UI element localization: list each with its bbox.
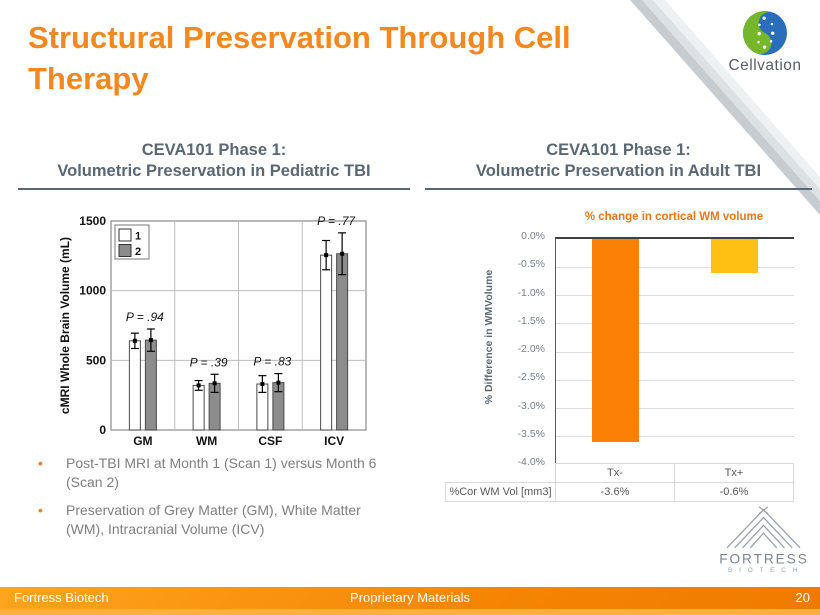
bullet-text: Preservation of Grey Matter (GM), White … <box>66 501 361 537</box>
legend-swatch-scan2 <box>118 244 132 257</box>
h-gridline <box>556 295 794 296</box>
slide-title: Structural Preservation Through Cell The… <box>28 18 678 100</box>
pediatric-x-tick-label: GM <box>133 434 152 448</box>
footer-bar: Fortress Biotech Proprietary Materials 2… <box>0 587 820 609</box>
bullet-item: • Preservation of Grey Matter (GM), Whit… <box>34 501 406 540</box>
adult-y-tick-label: -2.0% <box>517 343 545 355</box>
pediatric-x-tick-label: CSF <box>258 434 282 448</box>
bullet-list: • Post-TBI MRI at Month 1 (Scan 1) versu… <box>34 454 406 547</box>
bar-icv-scan1 <box>320 254 333 431</box>
p-value-label: P = .83 <box>253 355 291 369</box>
adult-y-tick-label: -1.0% <box>517 286 545 299</box>
bullet-dot: • <box>38 501 43 518</box>
adult-y-tick-label: -3.5% <box>517 427 545 440</box>
adult-tbi-bar-chart: % change in cortical WM volume % Differe… <box>445 208 813 508</box>
pediatric-x-tick-label: ICV <box>324 434 344 448</box>
footer-proprietary-label: Proprietary Materials <box>350 590 470 605</box>
bullet-dot: • <box>38 455 43 471</box>
mean-marker <box>260 382 265 387</box>
bar-gm-scan1 <box>128 340 141 431</box>
p-value-label: P = .77 <box>317 214 356 228</box>
legend-label-scan2: 2 <box>135 246 141 258</box>
mean-marker <box>276 380 281 385</box>
footer-page-number: 20 <box>795 590 810 605</box>
mean-marker <box>212 381 217 386</box>
bar-icv-scan2 <box>336 253 349 431</box>
h-gridline <box>556 351 794 353</box>
adult-y-tick-label: -2.5% <box>517 371 545 384</box>
h-gridline <box>556 408 794 409</box>
adult-y-tick-label: -3.0% <box>517 399 545 412</box>
pediatric-y-tick-label: 1500 <box>79 214 106 228</box>
pediatric-y-axis-label: cMRI Whole Brain Volume (mL) <box>58 237 72 414</box>
bar-wm-scan1 <box>192 384 205 431</box>
cellvation-logo-text: Cellvation <box>728 57 801 74</box>
slide-title-line2: Therapy <box>28 60 149 96</box>
mean-marker <box>132 338 137 343</box>
h-gridline <box>556 323 794 325</box>
pediatric-header-line1: CEVA101 Phase 1: <box>141 141 287 159</box>
h-gridline <box>556 379 794 381</box>
adult-table-header-cell: Tx+ <box>674 463 794 483</box>
h-gridline <box>556 436 794 438</box>
adult-header-line1: CEVA101 Phase 1: <box>546 141 691 159</box>
adult-chart-plot-area <box>555 237 794 465</box>
adult-header-line2: Volumetric Preservation in Adult TBI <box>475 162 762 181</box>
pediatric-tbi-bar-chart: 0 500 1000 1500 cMRI Whole Brain Volume (mL)… <box>58 214 367 448</box>
p-value-label: P = .94 <box>126 310 164 324</box>
bullet-text: Post-TBI MRI at Month 1 (Scan 1) versus … <box>66 455 377 491</box>
bar-tx-minus <box>592 239 639 443</box>
bar-tx-plus <box>711 239 758 273</box>
fortress-logo-text: FORTRESS <box>719 551 809 566</box>
adult-table-value-cell: -3.6% <box>555 482 675 502</box>
pediatric-section-header: CEVA101 Phase 1: Volumetric Preservation… <box>18 140 410 190</box>
mean-marker <box>148 338 153 343</box>
adult-y-tick-label: -4.0% <box>517 456 545 468</box>
adult-y-tick-label: 0.0% <box>521 230 545 242</box>
legend-label-scan1: 1 <box>135 231 141 243</box>
adult-y-tick-label: -0.5% <box>517 258 545 271</box>
footer-accent-strip <box>0 609 820 615</box>
bar-gm-scan2 <box>144 339 157 431</box>
adult-table-header-cell: Tx- <box>555 463 675 483</box>
pediatric-y-tick-label: 1000 <box>79 284 106 298</box>
legend-swatch-scan1 <box>118 228 132 242</box>
slide-title-line1: Structural Preservation Through Cell <box>28 20 571 55</box>
h-gridline <box>556 266 794 268</box>
adult-y-tick-label: -1.5% <box>517 314 545 327</box>
pediatric-y-tick-label: 0 <box>99 423 106 437</box>
footer-company-name: Fortress Biotech <box>14 590 109 605</box>
pediatric-x-tick-label: WM <box>196 434 217 448</box>
bullet-item: • Post-TBI MRI at Month 1 (Scan 1) versu… <box>34 454 406 493</box>
adult-chart-table-row-label: %Cor WM Vol [mm3] <box>445 482 556 502</box>
mean-marker <box>196 383 201 388</box>
fortress-biotech-logo: FORTRESS B I O T E C H <box>719 506 809 574</box>
cellvation-logo-mark <box>743 11 787 55</box>
p-value-label: P = .39 <box>190 355 228 369</box>
adult-section-header: CEVA101 Phase 1: Volumetric Preservation… <box>425 140 812 190</box>
pediatric-y-tick-label: 500 <box>86 353 106 367</box>
fortress-logo-subtext: B I O T E C H <box>728 567 800 574</box>
adult-table-value-cell: -0.6% <box>674 482 794 502</box>
mean-marker <box>340 251 345 256</box>
adult-chart-title: % change in cortical WM volume <box>584 211 764 223</box>
cellvation-logo: Cellvation <box>728 11 801 74</box>
fortress-chevron-mark <box>726 506 801 549</box>
pediatric-header-line2: Volumetric Preservation in Pediatric TBI <box>57 162 371 181</box>
mean-marker <box>324 253 329 258</box>
